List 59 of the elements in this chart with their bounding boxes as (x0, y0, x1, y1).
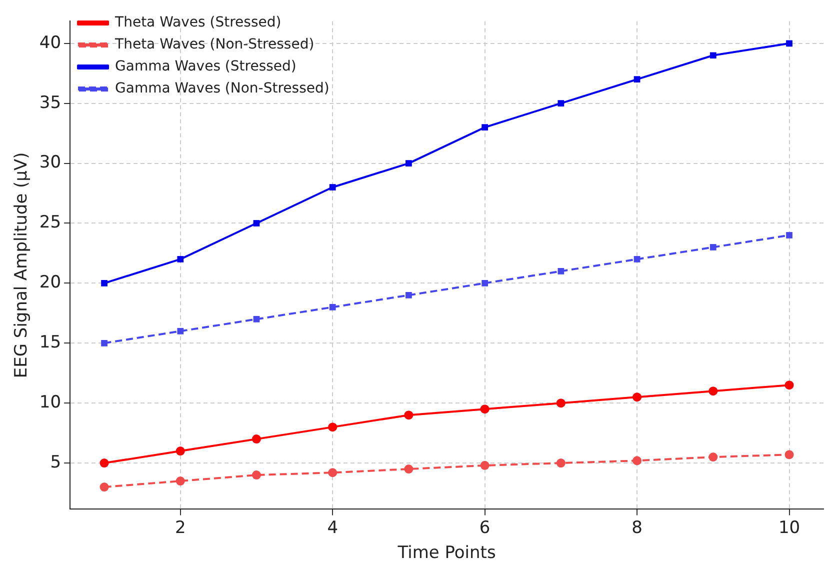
point (480, 460, 490, 470)
point (328, 422, 338, 432)
legend-label: Gamma Waves (Non-Stressed) (115, 80, 330, 97)
point (482, 280, 488, 286)
point (252, 470, 261, 480)
point (784, 450, 794, 460)
legend-label: Gamma Waves (Stressed) (115, 58, 296, 75)
point (556, 458, 566, 468)
point (253, 220, 260, 226)
point (252, 434, 261, 444)
y-tick-label: 10 (39, 392, 62, 413)
point (253, 316, 260, 322)
x-tick-label: 6 (479, 518, 490, 538)
point (176, 476, 185, 486)
x-tick-label: 4 (327, 518, 338, 538)
point (404, 410, 414, 420)
point (786, 232, 792, 238)
point (634, 256, 640, 262)
y-tick-label: 30 (39, 152, 62, 173)
point (329, 184, 336, 190)
point (786, 40, 792, 47)
x-axis-title: Time Points (396, 543, 496, 564)
y-tick-label: 5 (50, 452, 62, 472)
y-tick-label: 35 (39, 92, 62, 113)
point (404, 464, 414, 474)
point (482, 124, 488, 130)
x-tick-label: 10 (778, 518, 800, 538)
point (632, 456, 642, 466)
point (634, 76, 640, 83)
legend-label: Theta Waves (Stressed) (114, 14, 282, 31)
point (632, 392, 642, 402)
point (176, 446, 185, 456)
y-tick-label: 25 (39, 212, 62, 233)
point (710, 244, 716, 250)
x-tick-label: 2 (174, 518, 186, 538)
point (101, 280, 108, 286)
y-tick-label: 20 (39, 272, 62, 293)
y-tick-label: 40 (39, 32, 62, 53)
y-axis-title: EEG Signal Amplitude (µV) (12, 152, 32, 378)
point (480, 404, 490, 414)
x-tick-label: 8 (632, 518, 642, 538)
point (177, 328, 184, 334)
point (177, 256, 184, 262)
point (328, 468, 338, 478)
point (100, 482, 109, 492)
point (710, 52, 716, 59)
legend-label: Theta Waves (Non-Stressed) (114, 36, 314, 53)
point (406, 160, 412, 166)
point (558, 100, 564, 107)
point (556, 398, 566, 408)
point (708, 452, 718, 462)
point (708, 386, 718, 396)
point (784, 380, 794, 390)
point (101, 340, 108, 346)
point (329, 304, 336, 310)
y-tick-label: 15 (39, 332, 62, 353)
point (100, 458, 109, 468)
point (406, 292, 412, 298)
point (558, 268, 564, 274)
